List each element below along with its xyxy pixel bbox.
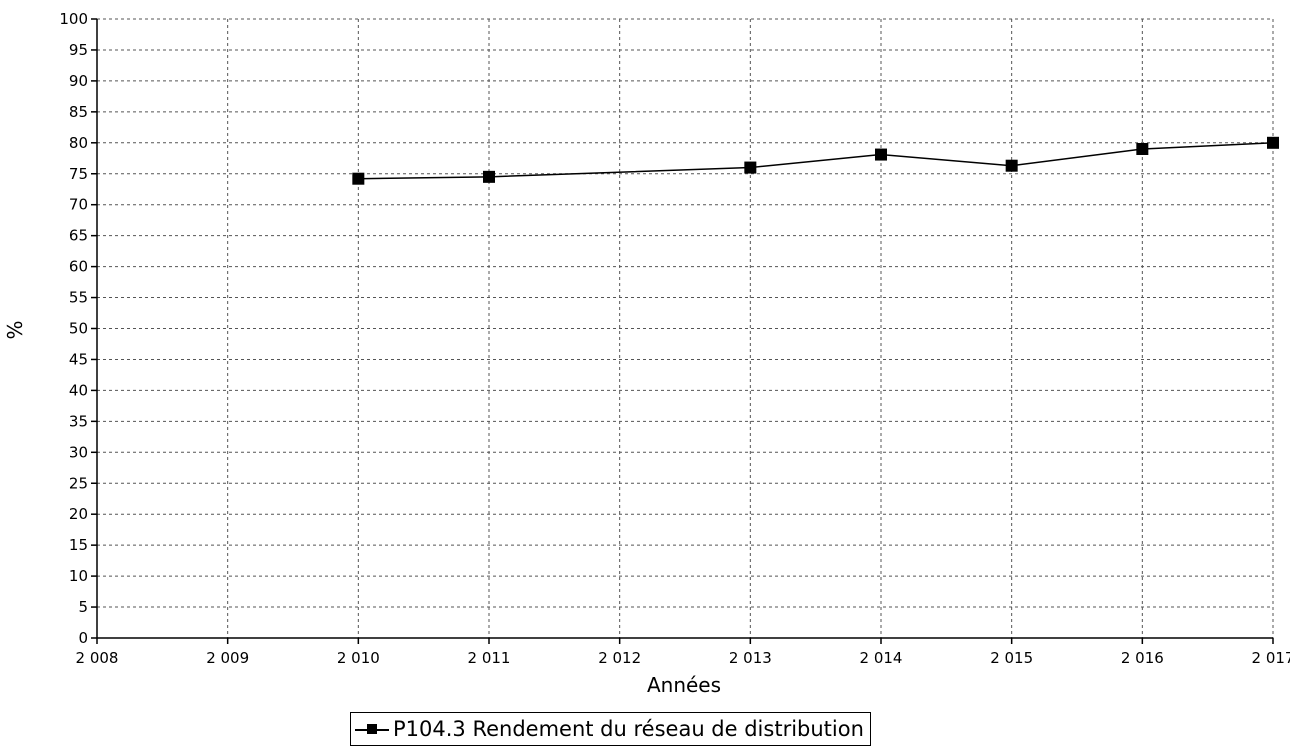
y-tick-label: 0 [78, 629, 88, 647]
y-tick-label: 15 [69, 536, 88, 554]
y-tick-label: 90 [69, 72, 88, 90]
grid-lines [97, 18, 1274, 638]
x-tick-label: 2 014 [860, 649, 903, 667]
x-tick-labels: 2 008 2 009 2 010 2 011 2 012 2 013 2 014 2 015… [76, 649, 1290, 667]
y-tick-labels: 0 5 10 15 20 25 30 35 40 45 50 55 60 65 70 75 80 85 90 95 10… [59, 10, 88, 647]
y-tick-label: 45 [69, 350, 88, 368]
y-tick-label: 70 [69, 196, 88, 214]
y-tick-label: 80 [69, 134, 88, 152]
y-tick-label: 65 [69, 227, 88, 245]
x-tick-label: 2 015 [990, 649, 1033, 667]
x-tick-label: 2 010 [337, 649, 380, 667]
y-tick-label: 50 [69, 320, 88, 338]
y-tick-label: 55 [69, 289, 88, 307]
data-point [1267, 136, 1279, 149]
x-tick-label: 2 012 [598, 649, 641, 667]
y-tick-label: 35 [69, 412, 88, 430]
y-tick-label: 95 [69, 41, 88, 59]
x-tick-label: 2 016 [1121, 649, 1164, 667]
x-tick-label: 2 017 [1252, 649, 1290, 667]
y-tick-label: 60 [69, 258, 88, 276]
x-tick-label: 2 008 [76, 649, 119, 667]
series-group [352, 136, 1279, 185]
y-tick-label: 20 [69, 505, 88, 523]
y-tick-label: 25 [69, 474, 88, 492]
x-tick-label: 2 013 [729, 649, 772, 667]
x-tick-label: 2 011 [468, 649, 511, 667]
data-point [352, 172, 365, 185]
y-tick-label: 30 [69, 443, 88, 461]
y-tick-label: 85 [69, 103, 88, 121]
axes [91, 18, 1274, 644]
y-tick-label: 75 [69, 165, 88, 183]
data-point [1005, 159, 1018, 172]
data-point [875, 148, 887, 161]
y-axis-title: % [3, 320, 27, 339]
x-axis-title: Années [647, 673, 721, 697]
x-tick-label: 2 009 [206, 649, 249, 667]
y-tick-label: 5 [78, 598, 88, 616]
legend: P104.3 Rendement du réseau de distributi… [350, 712, 871, 746]
data-point [1136, 142, 1149, 155]
y-tick-label: 40 [69, 381, 88, 399]
data-point [744, 161, 757, 174]
legend-marker-icon [355, 722, 389, 736]
data-point [483, 170, 495, 183]
legend-label: P104.3 Rendement du réseau de distributi… [393, 717, 864, 741]
y-tick-label: 10 [69, 567, 88, 585]
y-tick-label: 100 [59, 10, 88, 28]
